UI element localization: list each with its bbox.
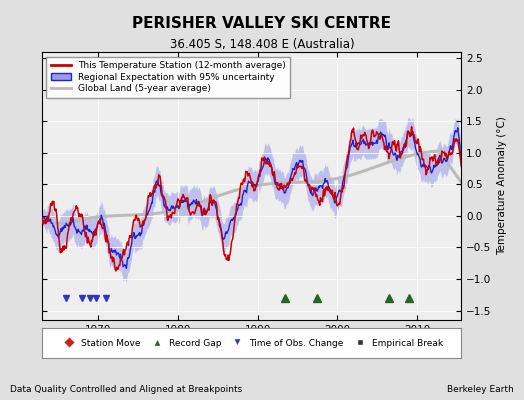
Text: Data Quality Controlled and Aligned at Breakpoints: Data Quality Controlled and Aligned at B…: [10, 385, 243, 394]
Legend: This Temperature Station (12-month average), Regional Expectation with 95% uncer: This Temperature Station (12-month avera…: [47, 56, 290, 98]
Text: PERISHER VALLEY SKI CENTRE: PERISHER VALLEY SKI CENTRE: [133, 16, 391, 31]
Y-axis label: Temperature Anomaly (°C): Temperature Anomaly (°C): [497, 116, 507, 256]
Legend: Station Move, Record Gap, Time of Obs. Change, Empirical Break: Station Move, Record Gap, Time of Obs. C…: [57, 335, 446, 351]
Text: 36.405 S, 148.408 E (Australia): 36.405 S, 148.408 E (Australia): [170, 38, 354, 51]
Text: Berkeley Earth: Berkeley Earth: [447, 385, 514, 394]
